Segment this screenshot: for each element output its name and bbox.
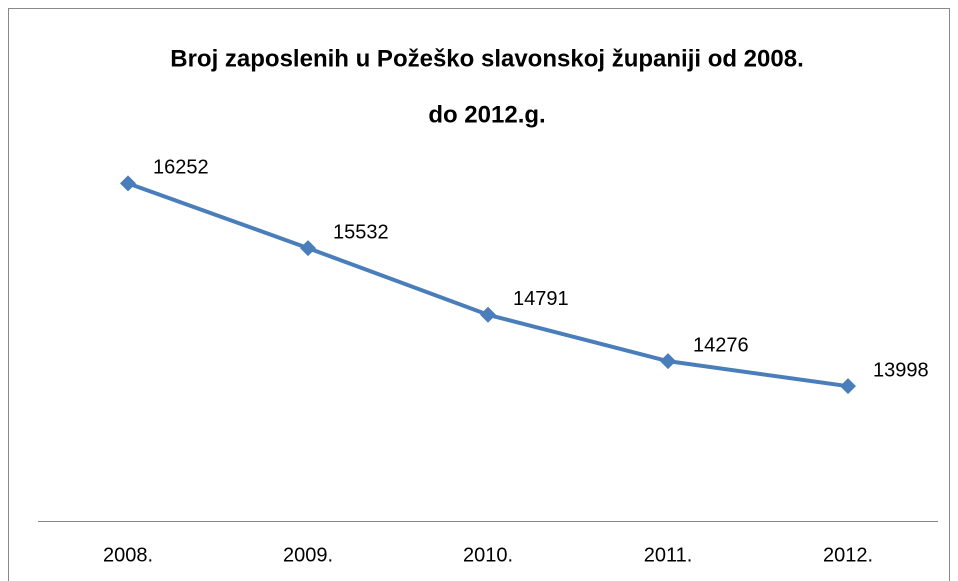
chart-title: Broj zaposlenih u Požeško slavonskoj žup… xyxy=(170,45,804,72)
x-tick-label: 2010. xyxy=(463,544,513,566)
x-tick-label: 2008. xyxy=(103,544,153,566)
data-point xyxy=(840,378,856,395)
data-point xyxy=(660,353,676,370)
data-label: 15532 xyxy=(333,221,389,243)
data-point xyxy=(300,240,316,257)
data-label: 13998 xyxy=(873,359,929,381)
data-point xyxy=(480,306,496,323)
data-label: 16252 xyxy=(153,157,209,179)
x-tick-label: 2012. xyxy=(823,544,873,566)
chart-border xyxy=(8,8,950,581)
data-point xyxy=(120,175,136,192)
chart-title: do 2012.g. xyxy=(428,101,545,128)
data-label: 14791 xyxy=(513,288,569,310)
x-tick-label: 2009. xyxy=(283,544,333,566)
x-tick-label: 2011. xyxy=(644,544,693,566)
data-label: 14276 xyxy=(693,334,749,356)
